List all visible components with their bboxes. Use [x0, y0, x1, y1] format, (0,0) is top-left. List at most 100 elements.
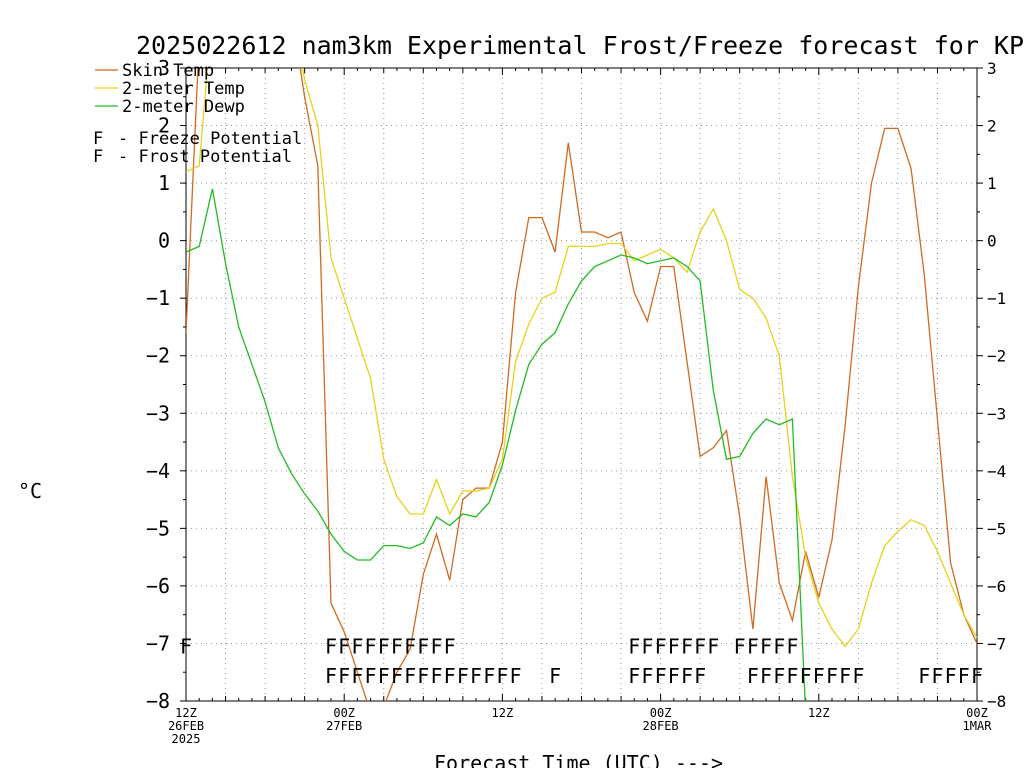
freeze-potential-marker: F	[931, 664, 943, 688]
freeze-potential-marker: F	[641, 664, 653, 688]
frost-potential-marker: F	[707, 634, 719, 658]
frost-potential-marker: F	[180, 634, 192, 658]
freeze-potential-marker: F	[945, 664, 957, 688]
legend-label: - Freeze Potential	[118, 129, 302, 149]
freeze-potential-marker: F	[325, 664, 337, 688]
y-tick-label-left: −6	[146, 574, 170, 598]
plot-frame	[185, 67, 978, 702]
x-tick-label: 00Z	[966, 706, 988, 720]
frost-potential-marker: F	[641, 634, 653, 658]
legend-symbol: F	[93, 129, 103, 149]
frost-potential-marker: F	[351, 634, 363, 658]
freeze-potential-marker: F	[378, 664, 390, 688]
y-tick-label-left: 1	[158, 171, 170, 195]
freeze-potential-marker: F	[351, 664, 363, 688]
freeze-potential-marker: F	[760, 664, 772, 688]
frost-potential-marker: F	[417, 634, 429, 658]
frost-potential-marker: F	[325, 634, 337, 658]
y-tick-label-right: −3	[987, 404, 1006, 423]
chart-title: 2025022612 nam3km Experimental Frost/Fre…	[136, 31, 1024, 60]
freeze-potential-marker: F	[457, 664, 469, 688]
freeze-potential-marker: F	[800, 664, 812, 688]
legend-label: - Frost Potential	[118, 147, 292, 167]
freeze-potential-marker: F	[404, 664, 416, 688]
x-tick-label: 1MAR	[963, 719, 993, 733]
legend-label: 2-meter Dewp	[122, 97, 245, 117]
freeze-potential-marker: F	[338, 664, 350, 688]
frost-potential-marker: F	[338, 634, 350, 658]
freeze-potential-marker: F	[813, 664, 825, 688]
freeze-potential-marker: F	[365, 664, 377, 688]
freeze-potential-marker: F	[681, 664, 693, 688]
frost-potential-marker: F	[655, 634, 667, 658]
series-line-2-meter-temp	[186, 68, 977, 648]
y-tick-label-left: 3	[158, 56, 170, 80]
freeze-potential-marker: F	[668, 664, 680, 688]
freeze-potential-marker: F	[773, 664, 785, 688]
frost-potential-marker: F	[430, 634, 442, 658]
freeze-potential-marker: F	[958, 664, 970, 688]
freeze-potential-marker: F	[430, 664, 442, 688]
freeze-potential-marker: F	[483, 664, 495, 688]
y-tick-label-left: −7	[146, 631, 170, 655]
y-tick-label-left: −1	[146, 286, 170, 310]
frost-potential-marker: F	[365, 634, 377, 658]
freeze-potential-marker: F	[839, 664, 851, 688]
series-line-skin-temp	[186, 68, 977, 701]
freeze-potential-marker: F	[391, 664, 403, 688]
freeze-potential-marker: F	[628, 664, 640, 688]
series-lines	[186, 68, 977, 701]
freeze-potential-marker: F	[655, 664, 667, 688]
y-tick-label-right: 1	[987, 174, 997, 193]
grid-lines	[186, 68, 977, 701]
frost-potential-marker: F	[734, 634, 746, 658]
y-tick-label-left: −5	[146, 516, 170, 540]
legend-label: 2-meter Temp	[122, 79, 245, 99]
y-tick-label-right: −1	[987, 289, 1006, 308]
y-tick-label-left: −2	[146, 344, 170, 368]
freeze-potential-marker: F	[826, 664, 838, 688]
y-tick-label-right: 2	[987, 117, 997, 136]
legend-label: Skin Temp	[122, 61, 214, 81]
x-tick-label: 2025	[172, 732, 201, 746]
freeze-potential-marker: F	[694, 664, 706, 688]
y-axis-label: °C	[18, 479, 42, 503]
y-tick-label-left: 0	[158, 229, 170, 253]
y-tick-label-left: −3	[146, 401, 170, 425]
y-tick-label-right: −8	[987, 692, 1006, 711]
freeze-potential-marker: F	[747, 664, 759, 688]
y-tick-label-right: 0	[987, 232, 997, 251]
y-tick-label-right: −7	[987, 634, 1006, 653]
freeze-potential-marker: F	[417, 664, 429, 688]
y-tick-label-right: 3	[987, 59, 997, 78]
x-tick-label: 00Z	[650, 706, 672, 720]
x-tick-label: 00Z	[333, 706, 355, 720]
frost-potential-marker: F	[694, 634, 706, 658]
frost-potential-marker: F	[628, 634, 640, 658]
x-tick-label: 26FEB	[168, 719, 204, 733]
frost-potential-marker: F	[404, 634, 416, 658]
frost-potential-marker: F	[747, 634, 759, 658]
frost-potential-marker: F	[444, 634, 456, 658]
potential-markers: F F F F F F F F F F F F F F F F F F F F F F FF F F F F F F F F F F F F F F F F…	[180, 634, 983, 688]
freeze-potential-marker: F	[470, 664, 482, 688]
x-axis-label: Forecast Time (UTC) --->	[434, 751, 723, 768]
freeze-potential-marker: F	[918, 664, 930, 688]
freeze-potential-marker: F	[496, 664, 508, 688]
frost-potential-marker: F	[681, 634, 693, 658]
freeze-potential-marker: F	[549, 664, 561, 688]
frost-potential-marker: F	[391, 634, 403, 658]
freeze-potential-marker: F	[510, 664, 522, 688]
y-tick-label-left: 2	[158, 114, 170, 138]
y-axis-ticks: 3 3 2 2 1 1 0 0 −1 −1 −2 −2 −3 −3 −4 −4 −5 −5 −6 −6 −7 −7 −8 −8	[146, 56, 1006, 713]
frost-potential-marker: F	[760, 634, 772, 658]
freeze-potential-marker: F	[852, 664, 864, 688]
frost-potential-marker: F	[378, 634, 390, 658]
freeze-potential-marker: F	[444, 664, 456, 688]
y-tick-label-right: −4	[987, 462, 1006, 481]
x-tick-label: 28FEB	[643, 719, 679, 733]
y-tick-label-left: −8	[146, 689, 170, 713]
